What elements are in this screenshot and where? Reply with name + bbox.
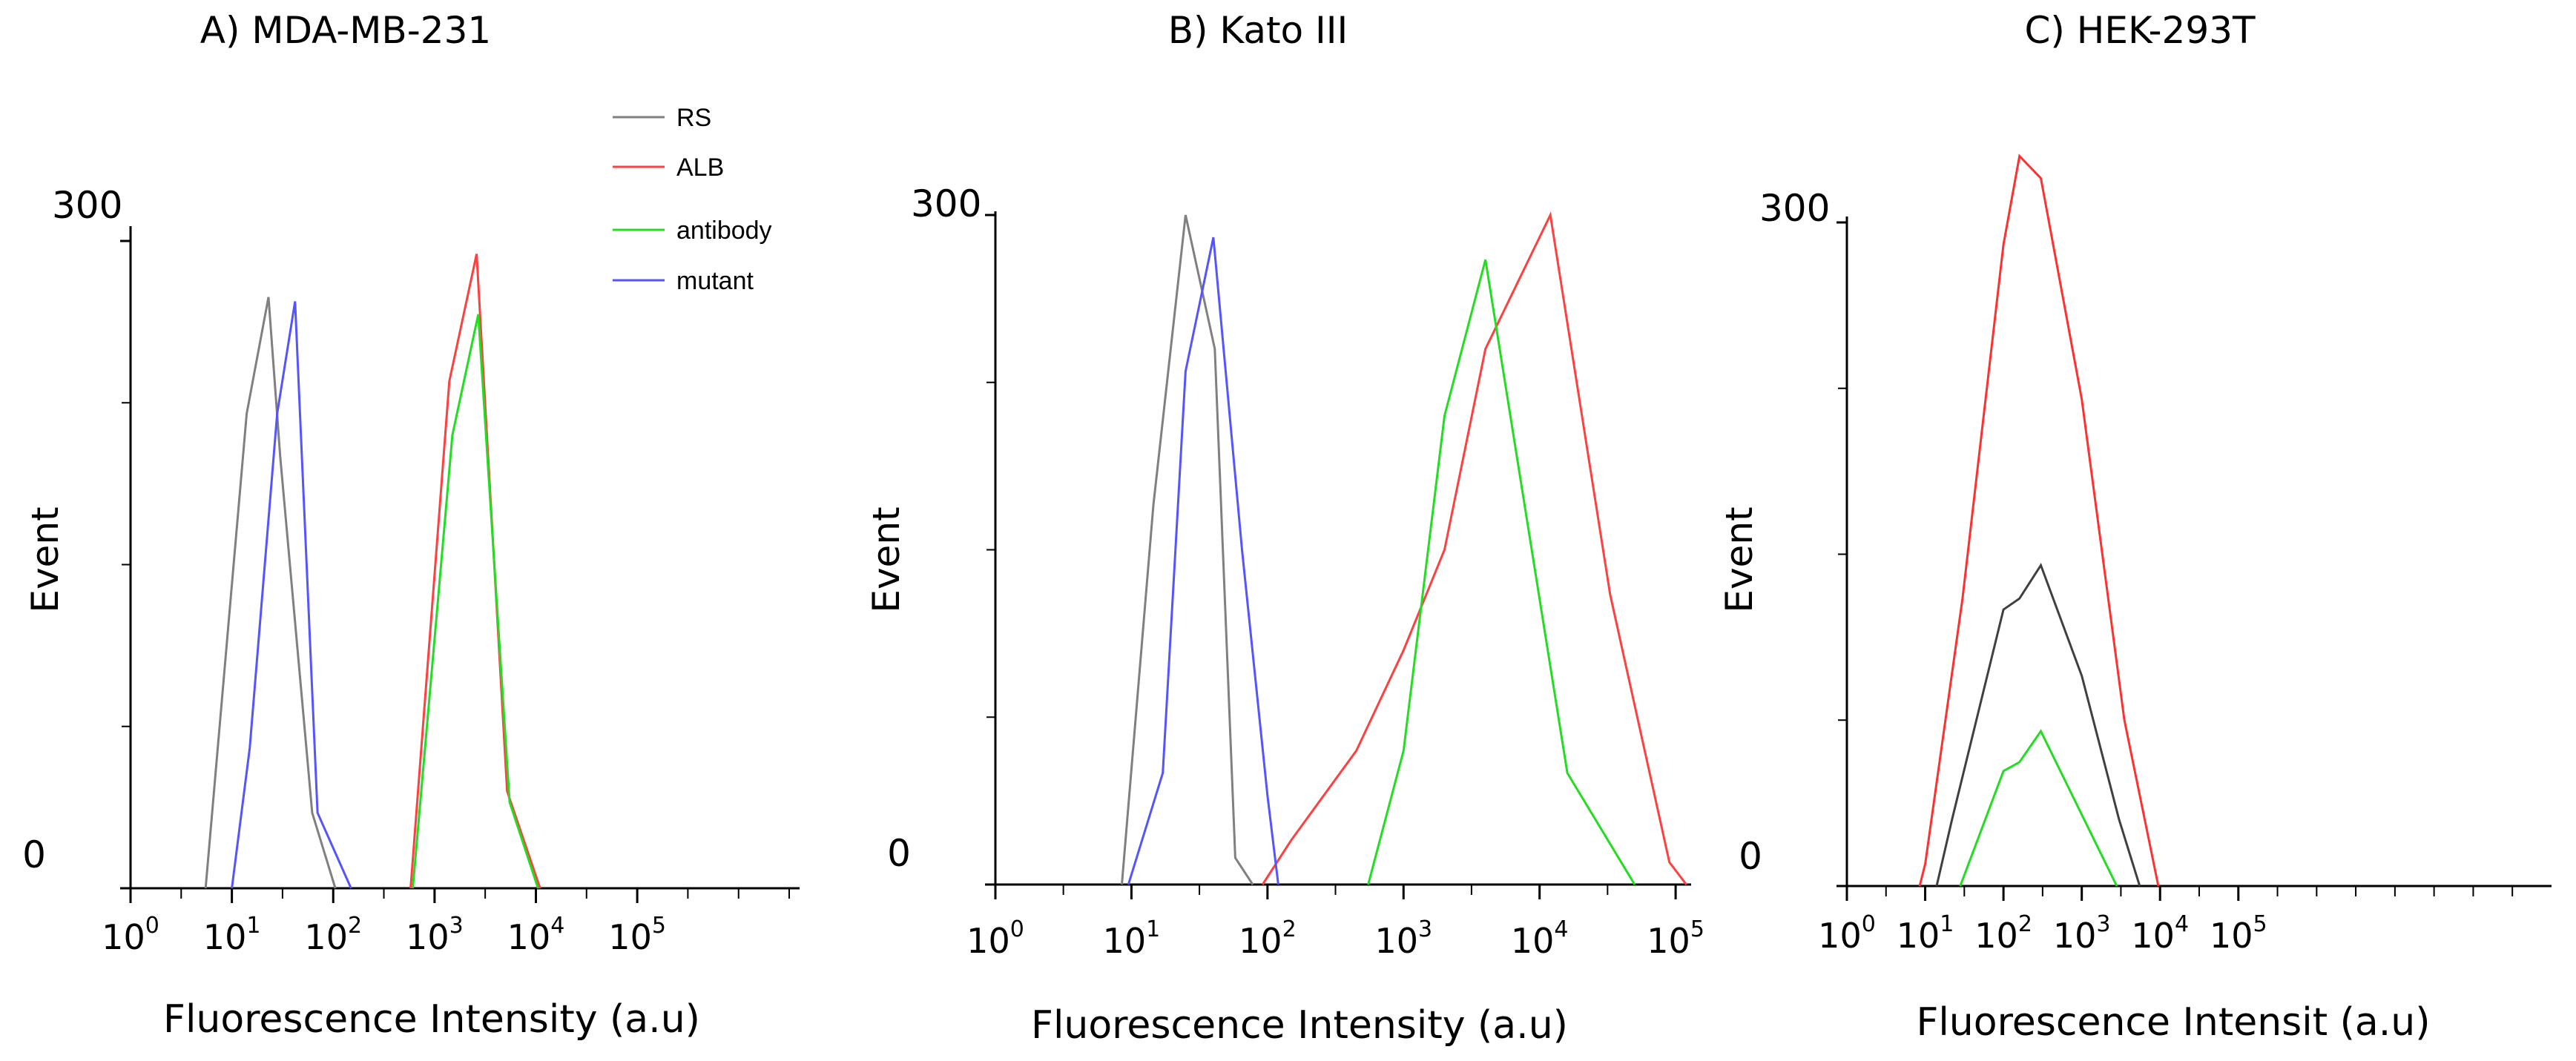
panel-b-x-axis-label: Fluorescence Intensity (a.u) bbox=[1031, 1003, 1568, 1048]
x-tick-label: 105 bbox=[2210, 911, 2267, 956]
y-tick-label: 0 bbox=[887, 832, 911, 875]
y-tick-label: 300 bbox=[1759, 187, 1830, 230]
panel-a-plot: 0 300 100 101 102 103 104 105 bbox=[22, 184, 800, 957]
x-tick-label: 104 bbox=[1511, 916, 1569, 961]
series-line-antibody bbox=[1959, 729, 2118, 887]
panel-c-plot: 0 300 100 101 102 103 104 105 bbox=[1739, 153, 2552, 956]
panel-b-title: B) Kato III bbox=[1168, 9, 1348, 52]
panel-a-y-axis-label: Event bbox=[24, 506, 67, 612]
series-line-mutant bbox=[1127, 237, 1279, 885]
x-tick-label: 102 bbox=[1239, 916, 1297, 961]
panel-a: A) MDA-MB-231 Event Fluorescence Intensi… bbox=[24, 9, 772, 1042]
x-tick-label: 101 bbox=[1897, 911, 1954, 956]
series-line-antibody bbox=[1367, 259, 1636, 885]
x-tick-label: 103 bbox=[1374, 916, 1432, 961]
x-tick-label: 101 bbox=[1103, 916, 1161, 961]
x-tick-label: 103 bbox=[2053, 911, 2111, 956]
panel-a-legend: RS ALB antibody mutant bbox=[613, 104, 772, 295]
series-line-alb bbox=[409, 254, 541, 889]
plot-areas: 0 300 100 101 102 103 104 105 0 300 100 101 102 103 10… bbox=[22, 153, 2552, 961]
series-line-alb bbox=[1261, 211, 1687, 885]
x-tick-label: 105 bbox=[1647, 916, 1704, 961]
panel-c-title: C) HEK-293T bbox=[2024, 9, 2256, 52]
x-tick-label: 104 bbox=[2131, 911, 2189, 956]
series-line-antibody bbox=[412, 314, 539, 889]
series-line-rs bbox=[1121, 214, 1254, 885]
panel-b-plot: 0 300 100 101 102 103 104 105 bbox=[887, 182, 1704, 961]
legend-label-rs: RS bbox=[676, 104, 711, 132]
panel-c-x-axis-label: Fluorescence Intensit (a.u) bbox=[1916, 1000, 2430, 1045]
x-tick-label: 102 bbox=[1974, 911, 2032, 956]
legend-label-mutant: mutant bbox=[676, 267, 754, 295]
x-tick-label: 100 bbox=[1818, 911, 1876, 956]
panel-a-title: A) MDA-MB-231 bbox=[200, 9, 491, 52]
x-tick-label: 104 bbox=[507, 913, 565, 957]
y-tick-label: 0 bbox=[22, 833, 46, 876]
x-tick-label: 101 bbox=[203, 913, 261, 957]
x-tick-label: 105 bbox=[608, 913, 666, 957]
series-line-rs bbox=[204, 297, 337, 889]
y-tick-label: 0 bbox=[1739, 835, 1762, 878]
x-tick-label: 103 bbox=[406, 913, 464, 957]
panel-c: C) HEK-293T Event Fluorescence Intensit … bbox=[1718, 9, 2431, 1045]
x-tick-label: 102 bbox=[304, 913, 362, 957]
x-tick-label: 100 bbox=[966, 916, 1024, 961]
series-line-rs bbox=[1935, 563, 2141, 887]
x-tick-label: 100 bbox=[102, 913, 159, 957]
y-tick-label: 300 bbox=[911, 182, 981, 225]
y-tick-label: 300 bbox=[52, 184, 122, 227]
series-line-mutant bbox=[231, 301, 352, 889]
panel-c-y-axis-label: Event bbox=[1718, 506, 1761, 612]
panel-b-y-axis-label: Event bbox=[865, 506, 908, 612]
legend-label-alb: ALB bbox=[676, 153, 724, 182]
series-line-alb bbox=[1918, 153, 2160, 887]
panel-a-x-axis-label: Fluorescence Intensity (a.u) bbox=[163, 997, 700, 1042]
legend-label-antibody: antibody bbox=[676, 217, 772, 245]
panel-b: B) Kato III Event Fluorescence Intensity… bbox=[865, 9, 1568, 1048]
